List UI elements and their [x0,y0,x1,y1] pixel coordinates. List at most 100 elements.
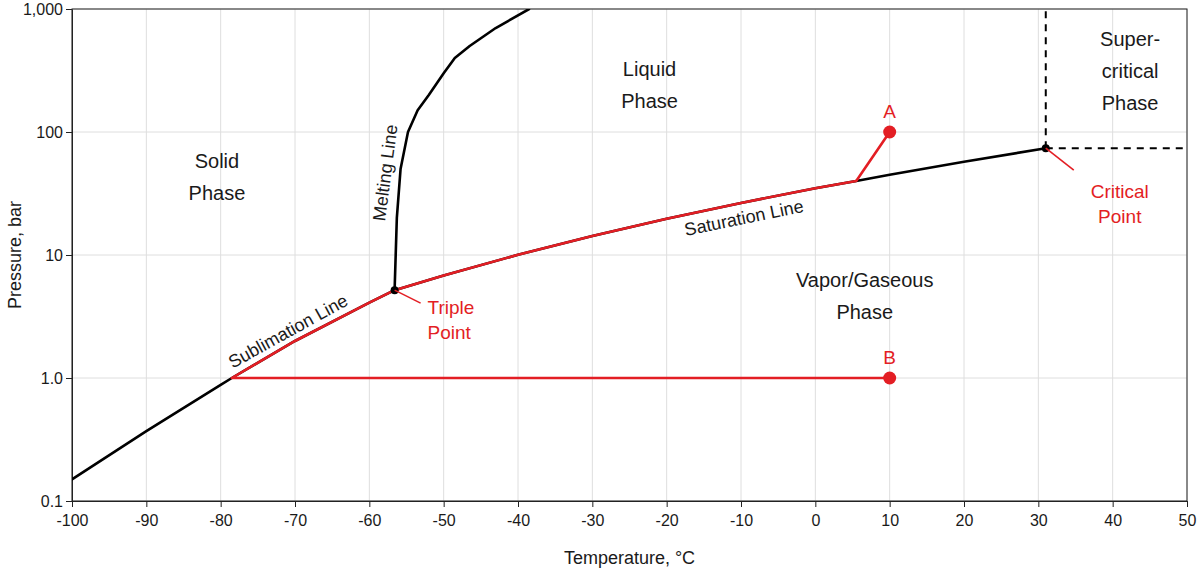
y-tick: 1.0 [41,370,72,387]
point-label-line: B [883,347,896,368]
leader-line [1046,148,1074,170]
x-tick-mark [592,501,593,507]
chart-svg: -100-90-80-70-60-50-40-30-20-10010203040… [0,0,1200,578]
x-tick-label: 30 [1030,512,1048,529]
plot-frame [72,9,1187,501]
x-tick-mark [741,501,742,507]
x-tick: 30 [1030,501,1048,529]
x-tick-mark [815,501,816,507]
x-tick-mark [221,501,222,507]
point-label-line: Point [428,322,472,343]
y-tick-label: 100 [36,124,63,141]
x-tick-mark [444,501,445,507]
x-tick-mark [667,501,668,507]
point-label: TriplePoint [428,297,475,343]
x-tick: -20 [656,501,679,529]
x-tick-mark [964,501,965,507]
line-label: Sublimation Line [225,290,351,372]
grid-line-y [72,132,1187,133]
point-label: B [883,347,896,368]
x-tick-label: -70 [284,512,307,529]
y-tick-label: 1,000 [23,1,63,18]
y-axis-title: Pressure, bar [5,201,25,309]
x-tick-mark [1187,501,1188,507]
x-tick: -90 [135,501,158,529]
x-tick-mark [518,501,519,507]
x-tick-mark [146,501,147,507]
x-tick-mark [369,501,370,507]
x-axis: -100-90-80-70-60-50-40-30-20-10010203040… [56,501,1196,529]
y-tick-mark [66,378,72,379]
x-tick: 50 [1179,501,1197,529]
x-tick-mark [890,501,891,507]
y-tick-mark [66,501,72,502]
x-tick-label: 0 [811,512,820,529]
x-tick-label: 50 [1179,512,1197,529]
phase-line [72,290,395,479]
y-axis: 0.1 1.0 10 100 1,000 [23,1,73,510]
x-tick-label: 20 [956,512,974,529]
region-label-line: Phase [621,90,678,112]
point-label-line: Critical [1091,181,1149,202]
annotations: Sublimation LineMelting LineSaturation L… [189,28,1161,372]
x-tick-mark [1038,501,1039,507]
x-tick-label: -30 [581,512,604,529]
y-tick-mark [66,9,72,10]
phase-line [232,132,890,378]
x-axis-line [73,501,1188,502]
x-tick: -60 [358,501,381,529]
region-label-line: Super- [1100,28,1160,50]
x-tick-label: -100 [56,512,88,529]
point-label-line: Point [1098,206,1142,227]
dashed-line [1045,9,1047,148]
y-tick: 100 [36,124,72,141]
y-tick: 10 [45,247,72,264]
x-tick: 10 [881,501,899,529]
x-tick-label: 10 [881,512,899,529]
y-tick-label: 1.0 [41,370,63,387]
region-label: Solid Phase [189,150,246,204]
line-label: Saturation Line [683,196,806,240]
region-label-line: Phase [1102,92,1159,114]
region-label-line: Phase [836,302,893,324]
x-tick-label: -50 [433,512,456,529]
region-label-line: Vapor/Gaseous [796,270,934,292]
dashed-line [1046,147,1187,149]
region-label-line: Liquid [623,58,676,80]
x-tick: -70 [284,501,307,529]
x-tick-label: -40 [507,512,530,529]
leader-line [395,290,421,303]
region-label: Vapor/Gaseous Phase [796,270,934,324]
y-tick-label: 10 [45,247,63,264]
x-tick-mark [1113,501,1114,507]
x-tick: -40 [507,501,530,529]
region-label-line: critical [1102,60,1159,82]
x-tick-label: 40 [1104,512,1122,529]
y-tick-mark [66,255,72,256]
x-tick: 20 [956,501,974,529]
y-tick-mark [66,132,72,133]
x-tick-mark [72,501,73,507]
x-tick-label: -80 [210,512,233,529]
x-tick: -30 [581,501,604,529]
x-tick-label: -60 [358,512,381,529]
x-tick-mark [295,501,296,507]
x-tick-label: -10 [730,512,753,529]
y-tick: 1,000 [23,1,72,18]
point-label: A [883,101,896,122]
point-label: Critical Point [1091,181,1149,227]
phase-line [395,148,1046,290]
x-tick: -50 [433,501,456,529]
x-tick: -80 [210,501,233,529]
x-tick: -10 [730,501,753,529]
x-tick-label: -20 [656,512,679,529]
grid [72,9,1187,501]
region-label-line: Solid [195,150,239,172]
x-tick: 40 [1104,501,1122,529]
region-label-line: Phase [189,182,246,204]
y-tick: 0.1 [41,493,72,510]
x-tick: 0 [811,501,820,529]
y-tick-label: 0.1 [41,493,63,510]
x-tick-label: -90 [135,512,158,529]
region-label: Super-critical Phase [1100,28,1160,114]
